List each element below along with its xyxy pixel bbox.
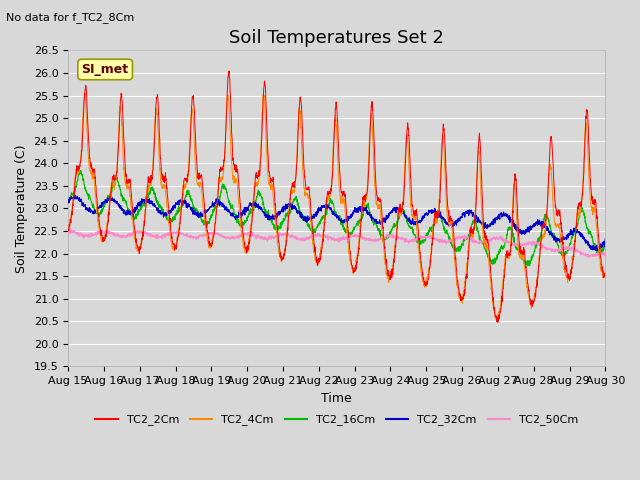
Text: SI_met: SI_met <box>81 63 129 76</box>
X-axis label: Time: Time <box>321 392 352 405</box>
Title: Soil Temperatures Set 2: Soil Temperatures Set 2 <box>229 29 444 48</box>
Text: No data for f_TC2_8Cm: No data for f_TC2_8Cm <box>6 12 134 23</box>
Y-axis label: Soil Temperature (C): Soil Temperature (C) <box>15 144 28 273</box>
Legend: TC2_2Cm, TC2_4Cm, TC2_16Cm, TC2_32Cm, TC2_50Cm: TC2_2Cm, TC2_4Cm, TC2_16Cm, TC2_32Cm, TC… <box>91 410 582 430</box>
